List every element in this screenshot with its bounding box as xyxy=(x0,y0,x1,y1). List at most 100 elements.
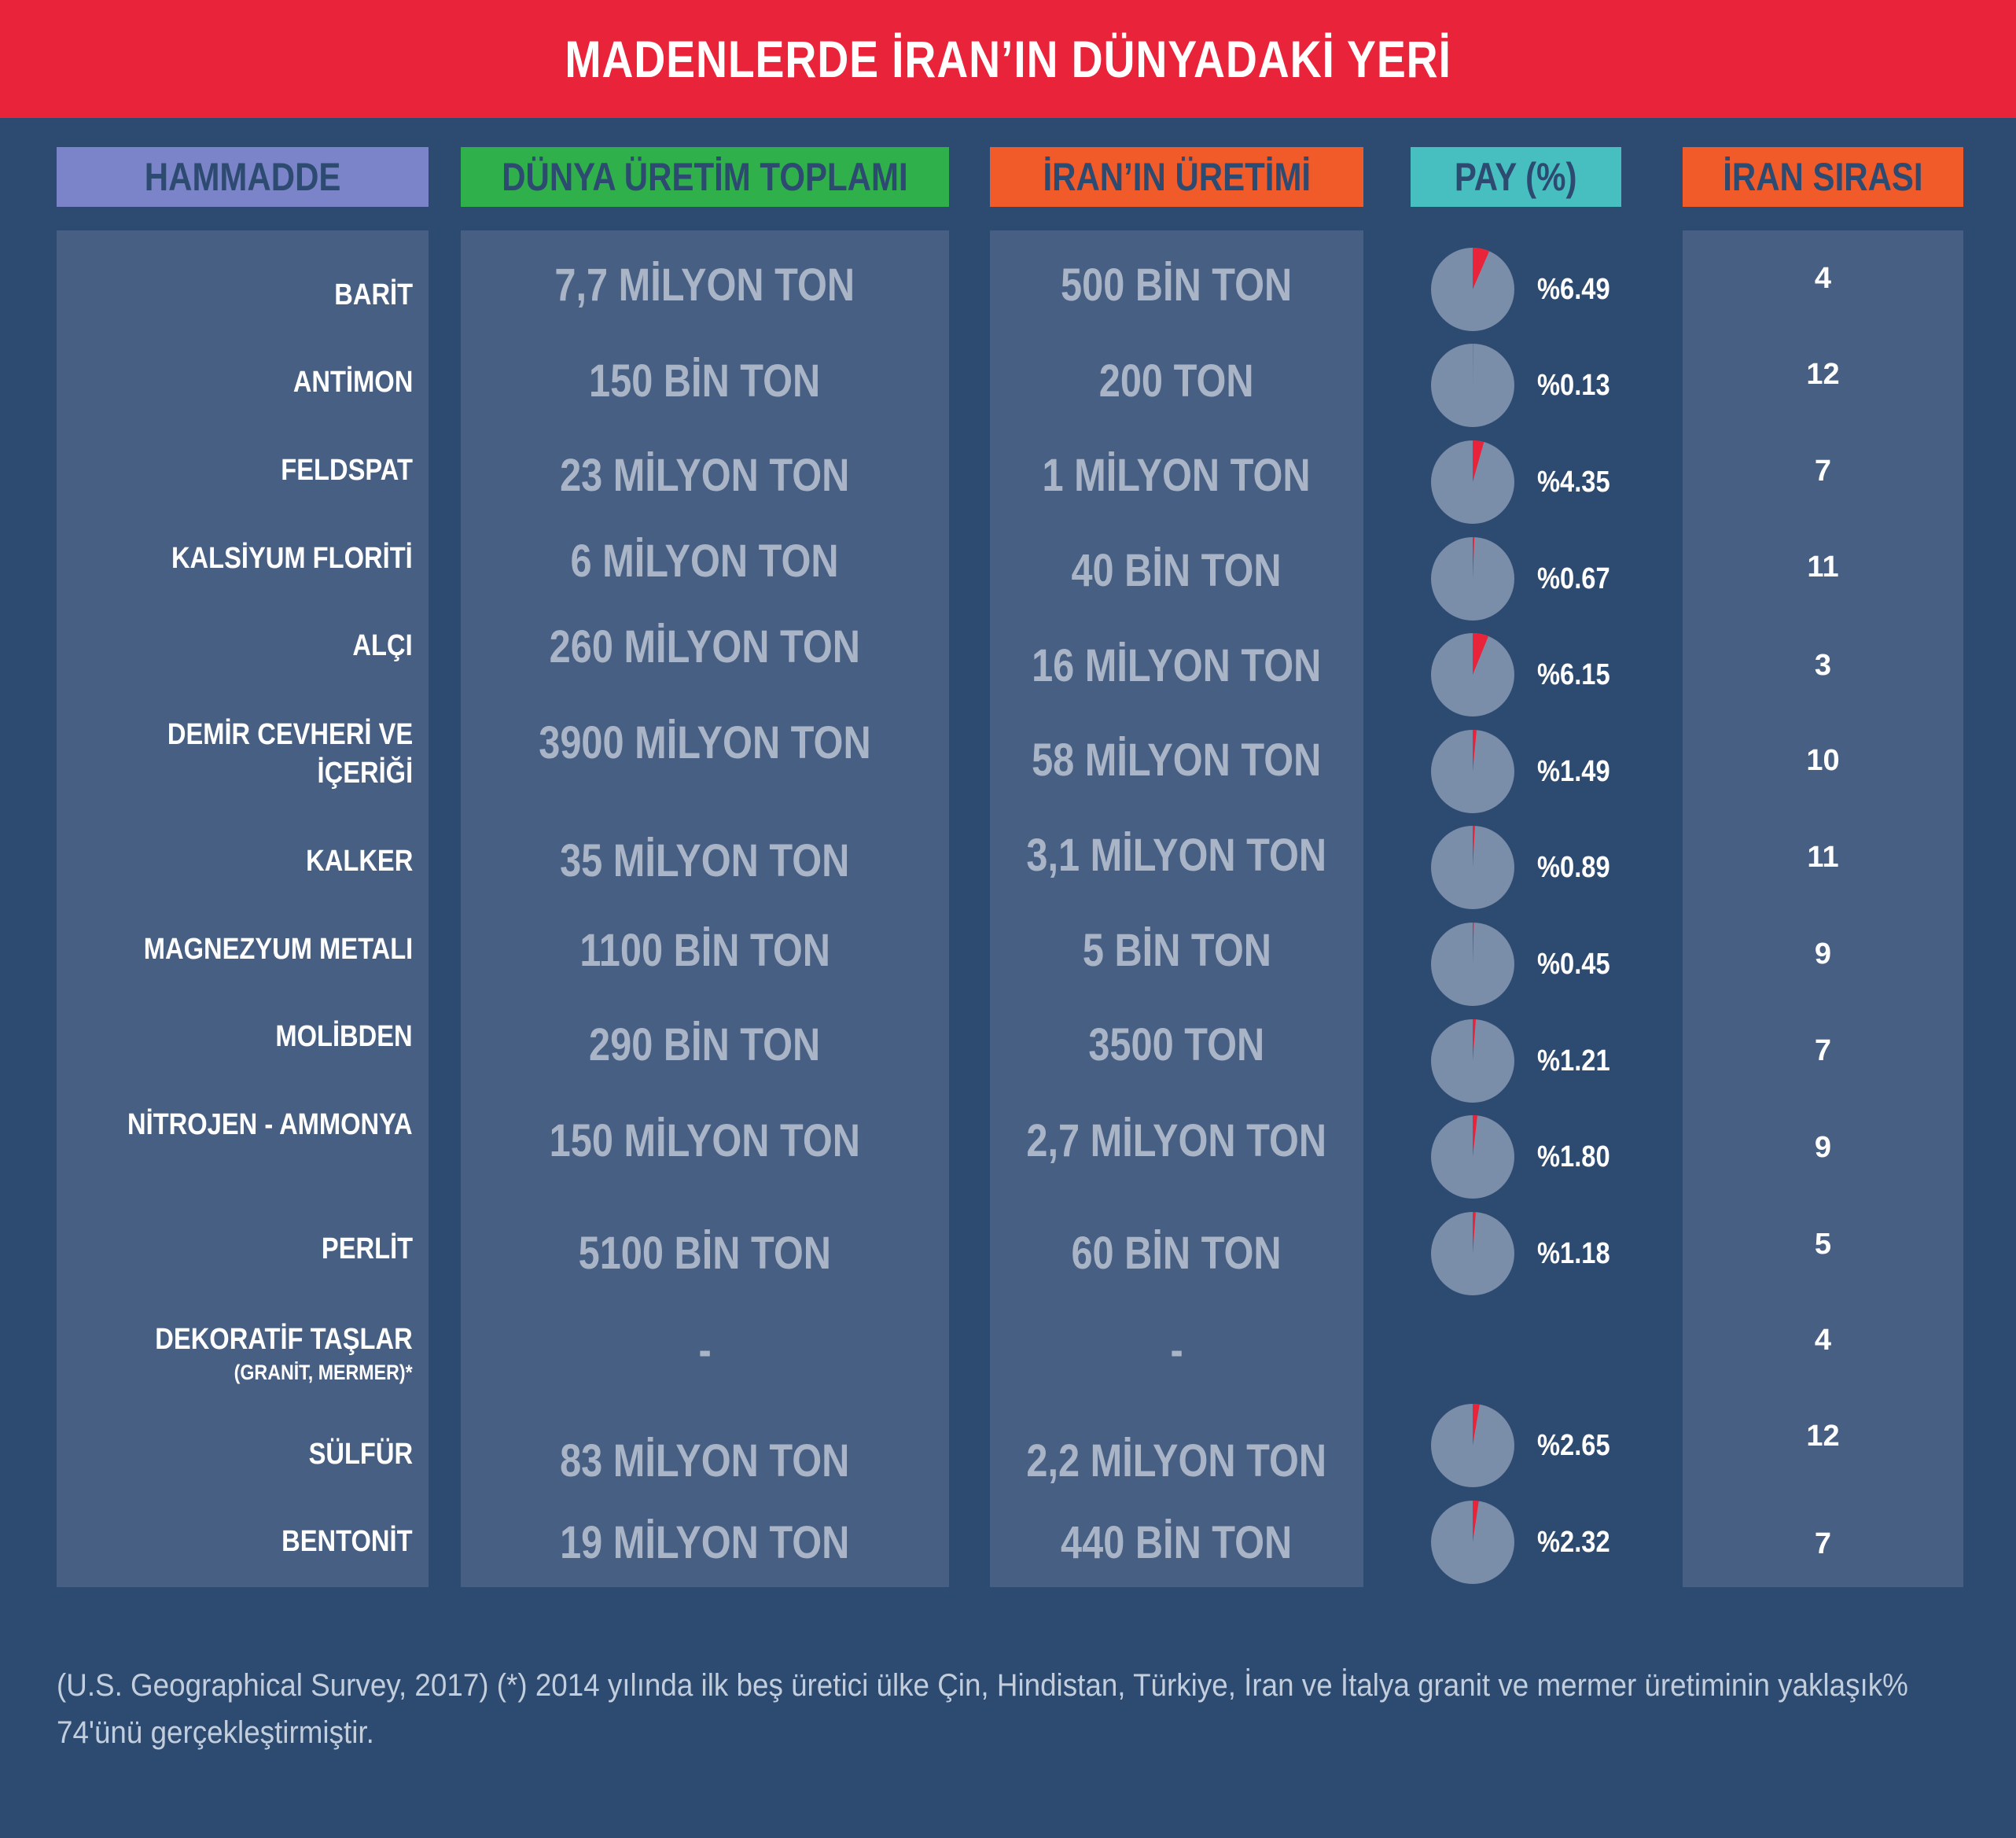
row-name-line: PERLİT xyxy=(321,1232,413,1266)
iran-production-text: 16 MİLYON TON xyxy=(1032,639,1322,691)
world-total-text: 6 MİLYON TON xyxy=(570,535,840,587)
row-name-text: DEKORATİF TAŞLAR (GRANİT, MERMER)* xyxy=(156,1320,413,1387)
world-total-text: 23 MİLYON TON xyxy=(560,449,850,501)
share-percent-text: %2.32 xyxy=(1537,1525,1610,1559)
row-name-text: FELDSPAT xyxy=(281,451,413,490)
row-name-text: MAGNEZYUM METALI xyxy=(143,930,413,969)
header-pay: PAY (%) xyxy=(1411,147,1621,207)
share-percent: %1.18 xyxy=(1537,1232,1622,1276)
iran-production-text: - xyxy=(1170,1324,1183,1376)
iran-production-value: 3,1 MİLYON TON xyxy=(990,823,1363,886)
iran-rank-value: 7 xyxy=(1814,1527,1832,1560)
world-total-text: 260 MİLYON TON xyxy=(549,621,861,672)
world-total-value: 290 BİN TON xyxy=(461,1013,949,1076)
iran-production-value: 500 BİN TON xyxy=(990,253,1363,316)
share-percent: %2.32 xyxy=(1537,1520,1622,1564)
footnote: (U.S. Geographical Survey, 2017) (*) 201… xyxy=(57,1662,1967,1756)
world-total-text: 290 BİN TON xyxy=(589,1018,821,1070)
row-name: MAGNEZYUM METALI xyxy=(57,919,413,982)
share-percent-text: %0.13 xyxy=(1537,368,1610,402)
row-name-text: MOLİBDEN xyxy=(276,1018,413,1056)
world-total-value: 83 MİLYON TON xyxy=(461,1429,949,1492)
share-percent-text: %0.67 xyxy=(1537,562,1610,595)
world-total-value: 19 MİLYON TON xyxy=(461,1511,949,1574)
row-name-line: KALSİYUM FLORİTİ xyxy=(171,542,413,576)
share-percent-text: %4.35 xyxy=(1537,465,1610,499)
world-total-value: - xyxy=(461,1318,949,1381)
iran-rank-value: 12 xyxy=(1806,357,1840,391)
world-total-value: 150 BİN TON xyxy=(461,349,949,412)
iran-rank-value: 12 xyxy=(1806,1419,1840,1453)
world-total-text: - xyxy=(698,1324,712,1376)
share-percent-text: %2.65 xyxy=(1537,1428,1610,1462)
iran-rank-value: 5 xyxy=(1814,1227,1832,1261)
iran-rank-value: 7 xyxy=(1814,454,1832,488)
row-name: KALSİYUM FLORİTİ xyxy=(57,528,413,591)
iran-production-text: 60 BİN TON xyxy=(1071,1227,1282,1279)
iran-production-value: 440 BİN TON xyxy=(990,1511,1363,1574)
share-percent: %2.65 xyxy=(1537,1424,1622,1468)
iran-production-text: 2,7 MİLYON TON xyxy=(1026,1114,1327,1166)
row-name-text: BARİT xyxy=(334,276,413,315)
row-name-line: FELDSPAT xyxy=(281,454,413,488)
iran-production-text: 500 BİN TON xyxy=(1061,259,1293,311)
share-pie xyxy=(1431,343,1514,427)
share-pie xyxy=(1431,633,1514,716)
row-name: MOLİBDEN xyxy=(57,1006,413,1069)
world-total-value: 35 MİLYON TON xyxy=(461,829,949,892)
panel-sira xyxy=(1683,230,1963,1587)
row-name-text: KALKER xyxy=(306,842,413,881)
row-name-note: (GRANİT, MERMER)* xyxy=(234,1361,413,1385)
share-pie xyxy=(1431,1404,1514,1487)
iran-rank-value: 10 xyxy=(1806,743,1840,777)
panel-iran xyxy=(990,230,1363,1587)
iran-rank-value: 3 xyxy=(1814,648,1832,682)
share-pie xyxy=(1431,730,1514,813)
share-pie xyxy=(1431,537,1514,621)
share-pie-slice xyxy=(1473,537,1475,579)
share-pie-slice xyxy=(1473,1115,1477,1157)
share-percent-text: %6.15 xyxy=(1537,657,1610,691)
share-pie-slice xyxy=(1473,1019,1477,1061)
iran-production-text: 1 MİLYON TON xyxy=(1042,449,1312,501)
share-percent: %1.49 xyxy=(1537,750,1622,794)
header-iran: İRAN’IN ÜRETİMİ xyxy=(990,147,1363,207)
share-pie xyxy=(1431,440,1514,524)
share-pie-slice xyxy=(1473,826,1475,867)
row-name-line: İÇERİĞİ xyxy=(317,757,413,790)
share-pie-slice xyxy=(1473,730,1477,772)
row-name-text: BENTONİT xyxy=(282,1523,413,1561)
row-name-line: DEKORATİF TAŞLAR xyxy=(155,1322,413,1356)
iran-production-value: 5 BİN TON xyxy=(990,919,1363,982)
row-name: ANTİMON xyxy=(57,352,413,414)
world-total-text: 3900 MİLYON TON xyxy=(539,716,871,768)
iran-production-text: 40 BİN TON xyxy=(1071,544,1282,596)
world-total-value: 7,7 MİLYON TON xyxy=(461,253,949,316)
world-total-value: 260 MİLYON TON xyxy=(461,615,949,678)
world-total-value: 5100 BİN TON xyxy=(461,1221,949,1284)
share-percent-text: %1.49 xyxy=(1537,754,1610,788)
iran-rank-value: 11 xyxy=(1807,550,1839,584)
iran-production-value: 2,2 MİLYON TON xyxy=(990,1429,1363,1492)
iran-rank-value: 4 xyxy=(1814,1323,1832,1357)
iran-rank-value: 9 xyxy=(1814,1130,1832,1164)
share-percent: %0.13 xyxy=(1537,363,1622,407)
share-pie xyxy=(1431,1212,1514,1295)
header-hammadde-label: HAMMADDE xyxy=(144,155,341,199)
row-name: PERLİT xyxy=(57,1218,413,1281)
world-total-value: 6 MİLYON TON xyxy=(461,529,949,592)
share-percent-text: %1.18 xyxy=(1537,1236,1610,1270)
row-name: DEKORATİF TAŞLAR (GRANİT, MERMER)* xyxy=(57,1322,413,1385)
share-pie-slice xyxy=(1473,1501,1479,1542)
share-percent: %6.15 xyxy=(1537,653,1622,697)
world-total-text: 150 BİN TON xyxy=(589,355,821,407)
panel-dunya xyxy=(461,230,949,1587)
page-title: MADENLERDE İRAN’IN DÜNYADAKİ YERİ xyxy=(565,30,1451,88)
row-name: DEMİR CEVHERİ VE İÇERİĞİ xyxy=(57,718,413,790)
row-name-line: MAGNEZYUM METALI xyxy=(143,933,413,967)
iran-production-value: 16 MİLYON TON xyxy=(990,634,1363,697)
share-percent: %1.80 xyxy=(1537,1135,1622,1179)
row-name-text: KALSİYUM FLORİTİ xyxy=(171,540,413,578)
header-dunya-label: DÜNYA ÜRETİM TOPLAMI xyxy=(502,155,908,199)
row-name-line: KALKER xyxy=(305,845,413,878)
